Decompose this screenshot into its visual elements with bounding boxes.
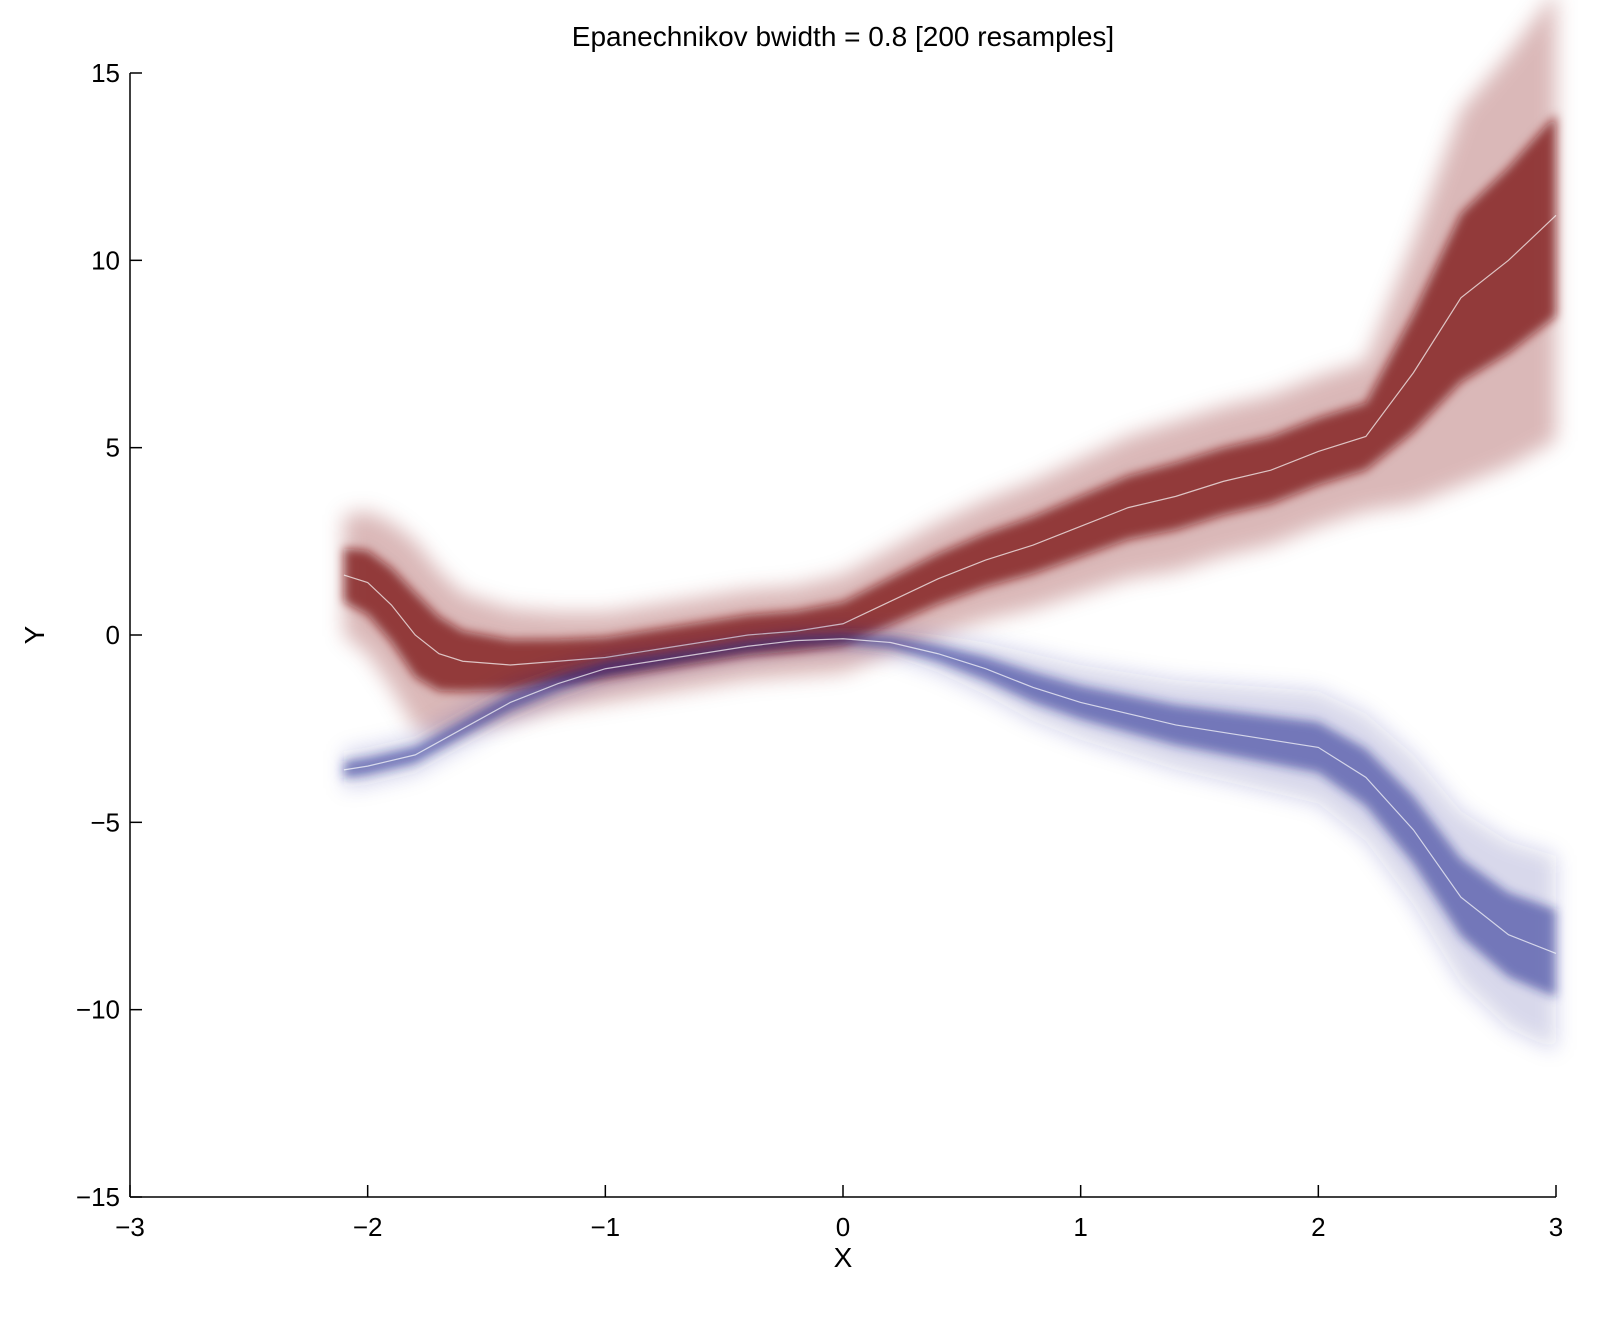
- x-tick-label: 2: [1311, 1212, 1325, 1242]
- y-tick-label: −5: [90, 807, 120, 837]
- y-tick-label: 0: [106, 620, 120, 650]
- y-tick-label: 10: [91, 245, 120, 275]
- x-axis-label: X: [834, 1242, 853, 1273]
- x-tick-label: −1: [591, 1212, 621, 1242]
- y-tick-label: 5: [106, 433, 120, 463]
- chart-title: Epanechnikov bwidth = 0.8 [200 resamples…: [572, 21, 1114, 52]
- x-tick-label: −3: [115, 1212, 145, 1242]
- x-tick-label: −2: [353, 1212, 383, 1242]
- density-band-outer: [343, 0, 1556, 737]
- mean-line: [343, 638, 1557, 955]
- mean-line: [343, 214, 1557, 666]
- density-band-core: [343, 633, 1556, 998]
- x-tick-label: 3: [1549, 1212, 1563, 1242]
- density-band-core: [343, 114, 1556, 692]
- x-tick-label: 0: [836, 1212, 850, 1242]
- y-ticks: 15 10 5 0 −5 −10 −15: [76, 58, 142, 1212]
- x-ticks: −3 −2 −1 0 1 2 3: [115, 1185, 1563, 1242]
- y-tick-label: −15: [76, 1182, 120, 1212]
- plot-area: [343, 0, 1557, 1051]
- y-tick-label: 15: [91, 58, 120, 88]
- y-tick-label: −10: [76, 995, 120, 1025]
- x-tick-label: 1: [1073, 1212, 1087, 1242]
- y-axis-label: Y: [19, 625, 50, 644]
